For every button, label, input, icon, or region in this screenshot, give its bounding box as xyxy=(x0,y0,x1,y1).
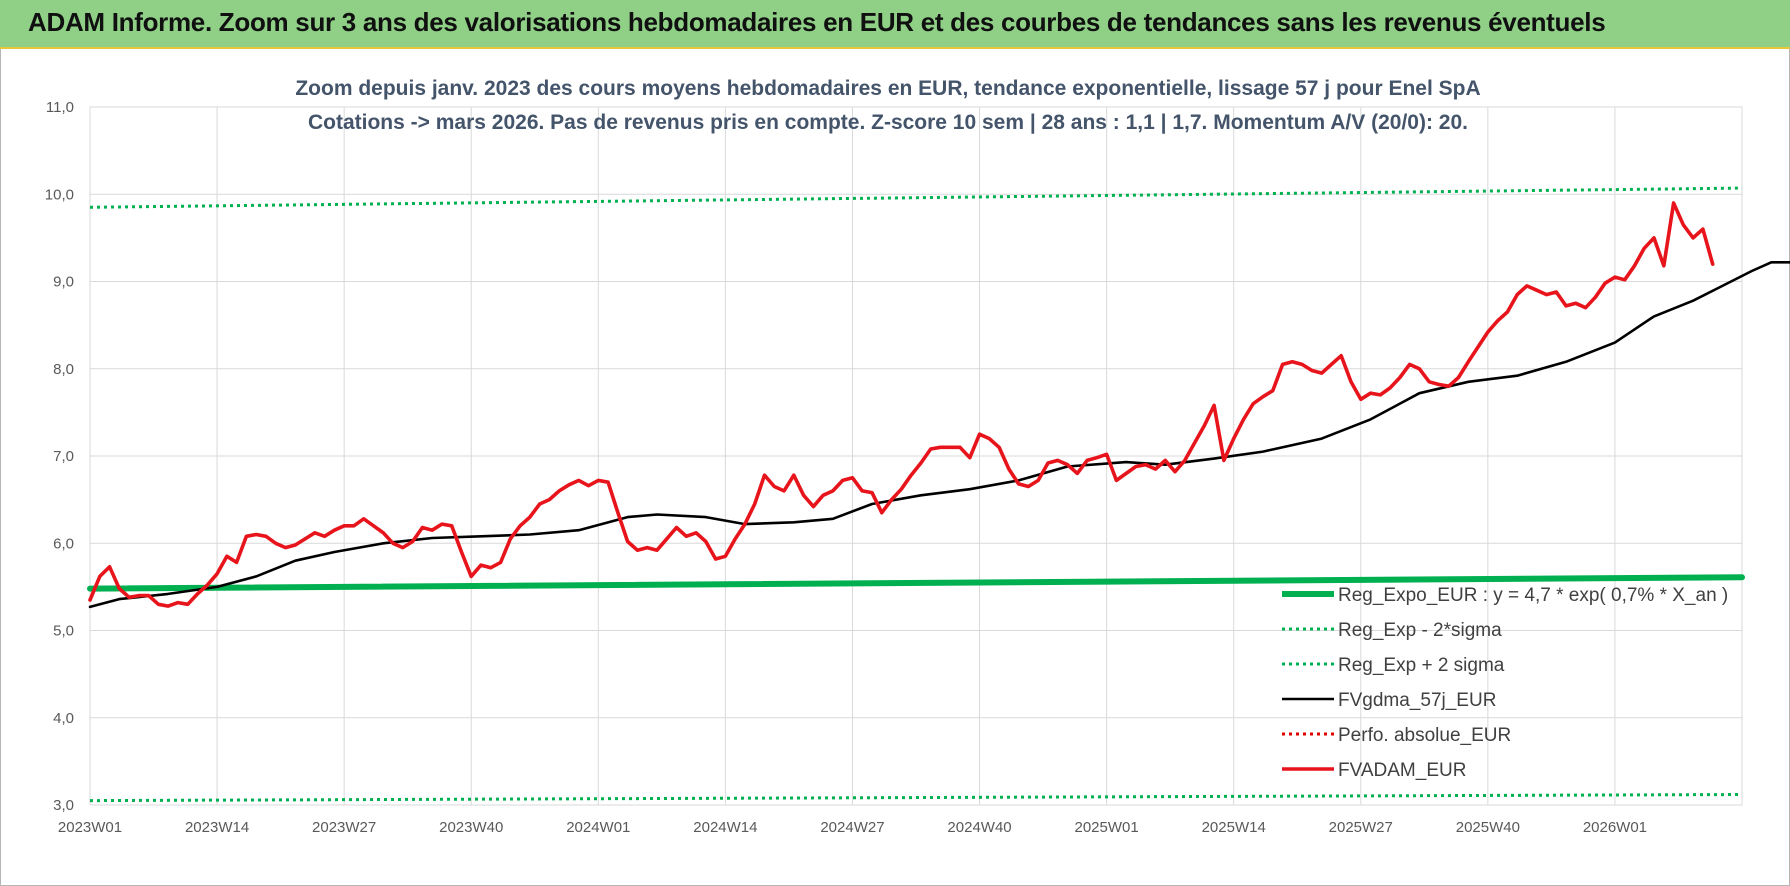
series-line-1 xyxy=(89,793,1743,803)
x-tick-label: 2025W27 xyxy=(1329,819,1393,836)
x-tick-label: 2025W14 xyxy=(1202,819,1266,836)
legend-label: Reg_Exp - 2*sigma xyxy=(1338,620,1502,641)
y-tick-label: 11,0 xyxy=(46,99,74,116)
report-banner: ADAM Informe. Zoom sur 3 ans des valoris… xyxy=(0,0,1790,49)
series-line-5 xyxy=(88,201,1715,608)
series-line-0 xyxy=(87,574,1745,592)
legend: Reg_Expo_EUR : y = 4,7 * exp( 0,7% * X_a… xyxy=(1282,585,1728,781)
x-tick-label: 2025W01 xyxy=(1075,819,1139,836)
y-tick-label: 9,0 xyxy=(53,274,74,291)
legend-label: FVgdma_57j_EUR xyxy=(1338,690,1496,711)
y-tick-label: 5,0 xyxy=(53,623,74,640)
y-tick-label: 4,0 xyxy=(53,710,74,727)
y-tick-label: 6,0 xyxy=(53,535,74,552)
chart-grid xyxy=(89,106,1743,806)
series-line-2 xyxy=(89,186,1743,209)
x-tick-label: 2023W01 xyxy=(58,819,122,836)
series-line-3 xyxy=(88,261,1790,609)
y-tick-label: 8,0 xyxy=(53,361,74,378)
x-axis-ticks: 2023W01 2023W14 2023W27 2023W40 2024W01 2024W… xyxy=(58,819,1647,836)
series-layer xyxy=(87,186,1790,803)
x-tick-label: 2023W27 xyxy=(312,819,376,836)
y-axis-ticks: 3,0 4,0 5,0 6,0 7,0 8,0 9,0 10,0 11,0 xyxy=(45,99,74,814)
chart-title: Zoom depuis janv. 2023 des cours moyens … xyxy=(295,77,1480,100)
x-tick-label: 2024W27 xyxy=(820,819,884,836)
legend-label: Reg_Expo_EUR : y = 4,7 * exp( 0,7% * X_a… xyxy=(1338,585,1728,606)
y-tick-label: 3,0 xyxy=(53,797,74,814)
legend-label: FVADAM_EUR xyxy=(1338,760,1466,781)
x-tick-label: 2023W40 xyxy=(439,819,503,836)
x-tick-label: 2024W14 xyxy=(693,819,757,836)
chart-subtitle: Cotations -> mars 2026. Pas de revenus p… xyxy=(308,111,1468,134)
banner-title: ADAM Informe. Zoom sur 3 ans des valoris… xyxy=(28,7,1606,37)
x-tick-label: 2024W01 xyxy=(566,819,630,836)
legend-label: Perfo. absolue_EUR xyxy=(1338,725,1511,746)
x-tick-label: 2024W40 xyxy=(947,819,1011,836)
legend-label: Reg_Exp + 2 sigma xyxy=(1338,655,1505,676)
y-tick-label: 7,0 xyxy=(53,448,74,465)
y-tick-label: 10,0 xyxy=(45,186,74,203)
x-tick-label: 2026W01 xyxy=(1583,819,1647,836)
x-tick-label: 2025W40 xyxy=(1456,819,1520,836)
x-tick-label: 2023W14 xyxy=(185,819,249,836)
